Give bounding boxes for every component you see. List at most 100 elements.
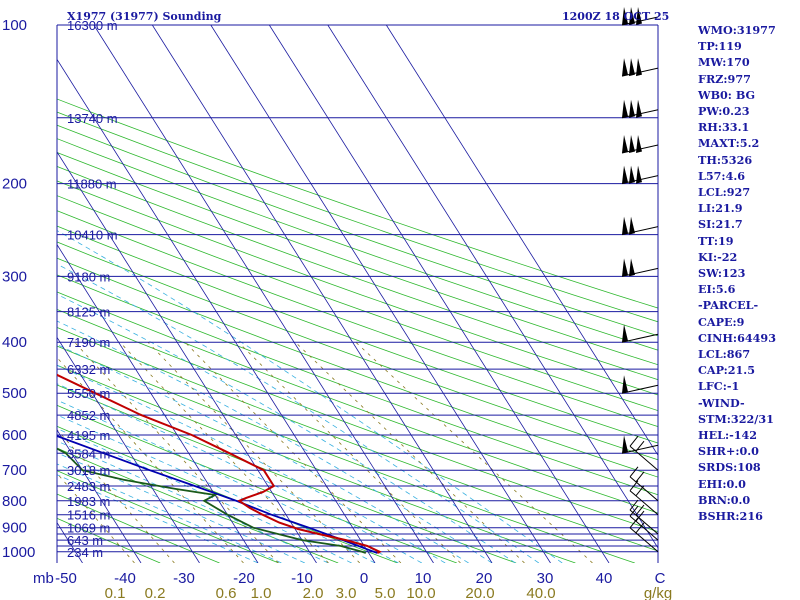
temp-tick-label: 40 xyxy=(596,570,613,587)
index-item: KI:-22 xyxy=(698,249,738,264)
moist-adiabat-line xyxy=(57,440,329,563)
index-item: TT:19 xyxy=(698,233,734,248)
moist-adiabat-line xyxy=(57,344,469,563)
wind-barb-pennant xyxy=(629,258,635,277)
isotherm-line xyxy=(0,25,24,563)
temp-tick-label: 30 xyxy=(537,570,554,587)
height-tick-label: 643 m xyxy=(67,533,103,548)
mixing-ratio-tick-label: 0.1 xyxy=(105,585,126,600)
wind-barbs xyxy=(621,7,659,553)
wind-barb-pennant xyxy=(636,135,642,153)
wind-barb xyxy=(621,99,659,119)
wind-barb-staff xyxy=(621,267,659,277)
isotherm-line xyxy=(57,336,200,563)
pressure-tick-label: 600 xyxy=(2,427,27,444)
wind-barb xyxy=(621,135,659,154)
pressure-tick-label: 500 xyxy=(2,385,27,402)
wind-barb xyxy=(621,7,659,26)
wind-barb-pennant xyxy=(629,165,635,184)
wind-barb-staff xyxy=(621,444,659,454)
moist-adiabat-line xyxy=(57,263,540,563)
wind-barb-pennant xyxy=(622,58,628,77)
dry-adiabat-line xyxy=(57,447,339,563)
height-tick-label: 2483 m xyxy=(67,479,110,494)
isotherm-line xyxy=(57,429,142,563)
temp-tick-label: 0 xyxy=(360,570,368,587)
mixing-ratio-line xyxy=(238,341,461,563)
index-item: EI:5.6 xyxy=(698,282,736,297)
wind-barb-flag xyxy=(635,504,645,516)
dry-adiabat-line xyxy=(57,384,517,563)
pressure-tick-label: 300 xyxy=(2,268,27,285)
height-tick-label: 7190 m xyxy=(67,335,110,350)
wind-barb-pennant xyxy=(636,99,642,118)
wind-barb-flag xyxy=(629,499,639,511)
mixing-ratio-line xyxy=(295,341,525,563)
wind-barb-flag xyxy=(629,480,639,492)
isotherm-line xyxy=(327,25,658,549)
moist-adiabat-line xyxy=(57,399,399,563)
wind-barb-pennant xyxy=(629,135,635,153)
index-item: LCL:867 xyxy=(698,347,751,362)
dry-adiabat-line xyxy=(57,152,658,366)
height-tick-label: 1069 m xyxy=(67,521,110,536)
wind-barb-pennant xyxy=(622,216,628,235)
mixing-ratio-tick-label: 5.0 xyxy=(375,585,396,600)
wind-barb xyxy=(629,517,659,553)
wind-barb xyxy=(621,258,659,277)
dry-adiabat-line xyxy=(57,166,658,381)
index-item: CINH:64493 xyxy=(698,330,776,345)
dry-adiabat-line xyxy=(57,138,658,351)
mixing-ratio-tick-label: 20.0 xyxy=(465,585,494,600)
wind-barb-flag xyxy=(635,440,645,452)
index-item: TH:5326 xyxy=(698,152,753,167)
mixing-ratio-tick-label: 0.2 xyxy=(145,585,166,600)
dry-adiabat-line xyxy=(57,274,658,496)
isotherm-line xyxy=(268,25,610,563)
height-tick-label: 3018 m xyxy=(67,463,110,478)
index-item: WMO:31977 xyxy=(698,23,776,37)
height-tick-label: 1983 m xyxy=(67,494,110,509)
wind-barb-pennant xyxy=(622,258,628,277)
wind-barb xyxy=(629,499,659,535)
dry-adiabat-line xyxy=(57,308,658,533)
temp-tick-label: 20 xyxy=(476,570,493,587)
temp-tick-label: C xyxy=(655,570,666,587)
index-item: BRN:0.0 xyxy=(698,492,751,507)
isotherm-line xyxy=(57,243,259,563)
dry-adiabat-line xyxy=(57,124,658,337)
index-item: -WIND- xyxy=(698,395,745,410)
pressure-tick-label: 100 xyxy=(2,17,27,34)
mixing-ratio-tick-label: 40.0 xyxy=(526,585,555,600)
moist-adiabat-line xyxy=(57,428,352,563)
wind-barb-flag xyxy=(635,485,645,497)
wind-barb-staff xyxy=(629,490,659,516)
index-item: CAPE:9 xyxy=(698,314,745,329)
height-tick-label: 8125 m xyxy=(67,305,110,320)
index-item: FRZ:977 xyxy=(698,71,751,86)
dry-adiabat-line xyxy=(57,470,279,563)
dry-adiabat-line xyxy=(57,364,576,563)
moist-adiabat-line xyxy=(57,414,376,563)
wind-barb-staff xyxy=(621,333,659,343)
parcel-trace xyxy=(57,435,378,554)
temp-tick-label: -30 xyxy=(173,570,195,587)
index-item: WB0: BG xyxy=(698,87,756,102)
index-item: SHR+:0.0 xyxy=(698,444,759,459)
dry-adiabat-line xyxy=(57,404,457,563)
index-item: HEL:-142 xyxy=(698,428,758,443)
mixing-ratio-tick-label: 0.6 xyxy=(216,585,237,600)
dry-adiabat-line xyxy=(57,241,658,461)
isobar-lines xyxy=(56,24,659,563)
mixing-ratio-line xyxy=(119,341,329,563)
moist-adiabat-line xyxy=(57,474,259,563)
temp-tick-label: -40 xyxy=(114,570,136,587)
dry-adiabat-line xyxy=(57,111,658,323)
height-tick-label: 4195 m xyxy=(67,428,110,443)
pressure-tick-label: 400 xyxy=(2,334,27,351)
height-tick-label: 234 m xyxy=(67,545,103,560)
wind-barb-pennant xyxy=(622,375,628,394)
dry-adiabat-line xyxy=(57,291,658,514)
